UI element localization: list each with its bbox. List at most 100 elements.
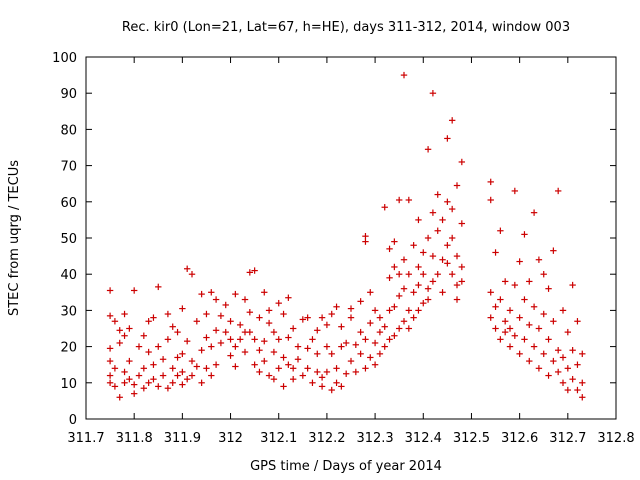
y-axis-label: STEC from uqrg / TECUs (7, 160, 22, 316)
data-point (145, 348, 152, 356)
data-point (328, 386, 335, 394)
data-point (309, 379, 316, 386)
data-point (574, 361, 581, 368)
data-point (164, 336, 172, 343)
data-points (106, 71, 586, 401)
data-point (270, 375, 278, 383)
data-point (420, 299, 427, 307)
data-point (405, 307, 413, 314)
data-point (506, 343, 514, 350)
data-point (169, 365, 176, 372)
x-tick-label: 312.6 (501, 431, 538, 446)
data-point (179, 368, 186, 376)
data-point (410, 242, 417, 249)
data-point (458, 158, 466, 166)
data-point (246, 269, 254, 276)
data-point (130, 381, 138, 388)
data-point (121, 368, 128, 376)
data-point (256, 314, 263, 321)
data-point (569, 347, 576, 354)
data-point (145, 318, 152, 325)
data-point (357, 350, 364, 358)
data-point (535, 256, 543, 263)
data-point (198, 347, 205, 354)
data-point (492, 325, 499, 332)
data-point (183, 337, 191, 345)
data-point (116, 339, 123, 347)
data-point (328, 310, 335, 318)
data-point (569, 375, 576, 383)
data-point (415, 216, 422, 224)
data-point (501, 278, 509, 285)
data-point (492, 303, 499, 310)
data-point (275, 336, 282, 343)
data-point (256, 347, 263, 354)
data-point (530, 303, 538, 310)
data-point (212, 361, 220, 368)
data-point (179, 350, 186, 358)
data-point (232, 343, 239, 350)
data-point (439, 289, 446, 296)
data-point (241, 348, 249, 356)
data-point (357, 298, 364, 305)
data-point (492, 249, 499, 256)
data-point (410, 289, 417, 296)
data-point (434, 271, 441, 278)
x-tick-label: 311.8 (116, 431, 153, 446)
data-point (174, 354, 181, 361)
data-point (559, 354, 567, 361)
x-tick-label: 312.7 (549, 431, 586, 446)
data-point (554, 187, 562, 195)
data-point (526, 278, 533, 285)
data-point (564, 365, 572, 372)
data-point (174, 328, 181, 336)
data-point (111, 365, 119, 372)
data-point (391, 303, 398, 310)
data-point (381, 343, 388, 350)
data-point (511, 281, 519, 289)
data-point (135, 372, 143, 379)
data-point (424, 146, 432, 153)
data-point (183, 375, 191, 383)
data-point (448, 271, 456, 278)
data-point (265, 372, 273, 379)
y-tick-label: 100 (52, 51, 77, 66)
data-point (342, 339, 350, 347)
data-point (294, 343, 302, 350)
data-point (530, 343, 538, 350)
data-point (453, 252, 461, 260)
data-point (145, 379, 152, 386)
data-point (415, 281, 422, 289)
data-point (280, 310, 287, 318)
data-point (338, 383, 345, 390)
data-point (444, 198, 451, 205)
x-tick-label: 312.1 (260, 431, 297, 446)
data-point (386, 245, 393, 253)
data-point (458, 220, 466, 227)
data-point (150, 361, 157, 368)
data-point (444, 135, 451, 142)
data-point (212, 296, 220, 303)
data-point (362, 336, 369, 343)
data-point (564, 386, 572, 394)
chart-title: Rec. kir0 (Lon=21, Lat=67, h=HE), days 3… (122, 20, 570, 35)
data-point (516, 258, 523, 265)
data-point (415, 263, 422, 271)
data-point (579, 394, 586, 401)
data-point (386, 307, 393, 314)
data-point (116, 394, 123, 401)
data-point (217, 312, 225, 320)
data-point (371, 339, 379, 347)
data-point (535, 325, 543, 332)
data-point (458, 278, 466, 285)
data-point (169, 379, 176, 386)
data-point (579, 379, 586, 386)
data-point (208, 289, 215, 296)
data-point (116, 327, 123, 334)
data-point (521, 296, 528, 303)
x-tick-label: 311.7 (67, 431, 104, 446)
data-point (487, 196, 494, 204)
data-point (569, 281, 576, 289)
data-point (314, 327, 321, 334)
data-point (111, 383, 119, 390)
